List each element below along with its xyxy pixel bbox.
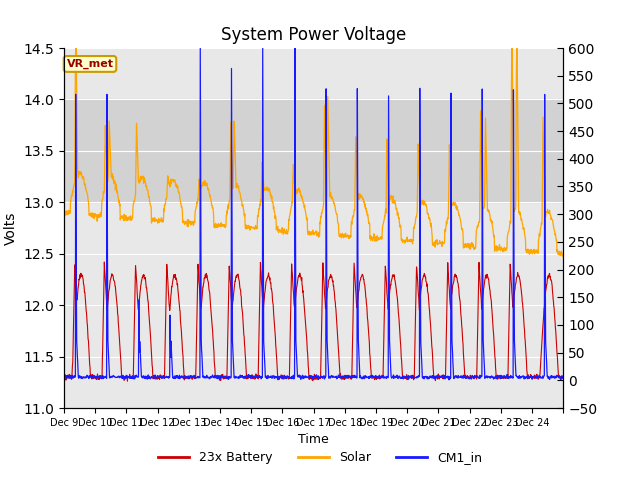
CM1_in (445, 377, 453, 383)
CM1_in (431, 373, 439, 379)
Solar (138, 176, 146, 181)
23x Battery (505, 343, 513, 348)
Solar (301, 205, 308, 211)
23x Battery (291, 299, 299, 305)
Solar (431, 244, 439, 250)
Solar (553, 249, 561, 255)
23x Battery (301, 308, 308, 313)
CM1_in (505, 375, 513, 381)
Line: CM1_in: CM1_in (64, 48, 563, 380)
Text: VR_met: VR_met (67, 59, 113, 69)
Solar (504, 229, 512, 235)
23x Battery (554, 354, 561, 360)
Y-axis label: Volts: Volts (4, 211, 18, 245)
CM1_in (291, 45, 299, 51)
Solar (291, 183, 299, 189)
CM1_in (559, 373, 567, 379)
CM1_in (138, 374, 146, 380)
CM1_in (60, 375, 68, 381)
23x Battery (139, 273, 147, 279)
Title: System Power Voltage: System Power Voltage (221, 25, 406, 44)
Bar (64, 99, 563, 202)
Legend: 23x Battery, Solar, CM1_in: 23x Battery, Solar, CM1_in (153, 446, 487, 469)
Solar (559, 251, 567, 257)
X-axis label: Time: Time (298, 433, 329, 446)
23x Battery (100, 259, 108, 265)
23x Battery (431, 378, 439, 384)
Line: Solar: Solar (64, 48, 563, 256)
CM1_in (196, 45, 204, 51)
23x Battery (559, 373, 567, 379)
Solar (60, 211, 68, 217)
23x Battery (60, 376, 68, 382)
23x Battery (124, 378, 131, 384)
CM1_in (554, 373, 561, 379)
Solar (72, 45, 79, 51)
CM1_in (301, 374, 308, 380)
Line: 23x Battery: 23x Battery (64, 262, 563, 381)
Solar (559, 253, 566, 259)
